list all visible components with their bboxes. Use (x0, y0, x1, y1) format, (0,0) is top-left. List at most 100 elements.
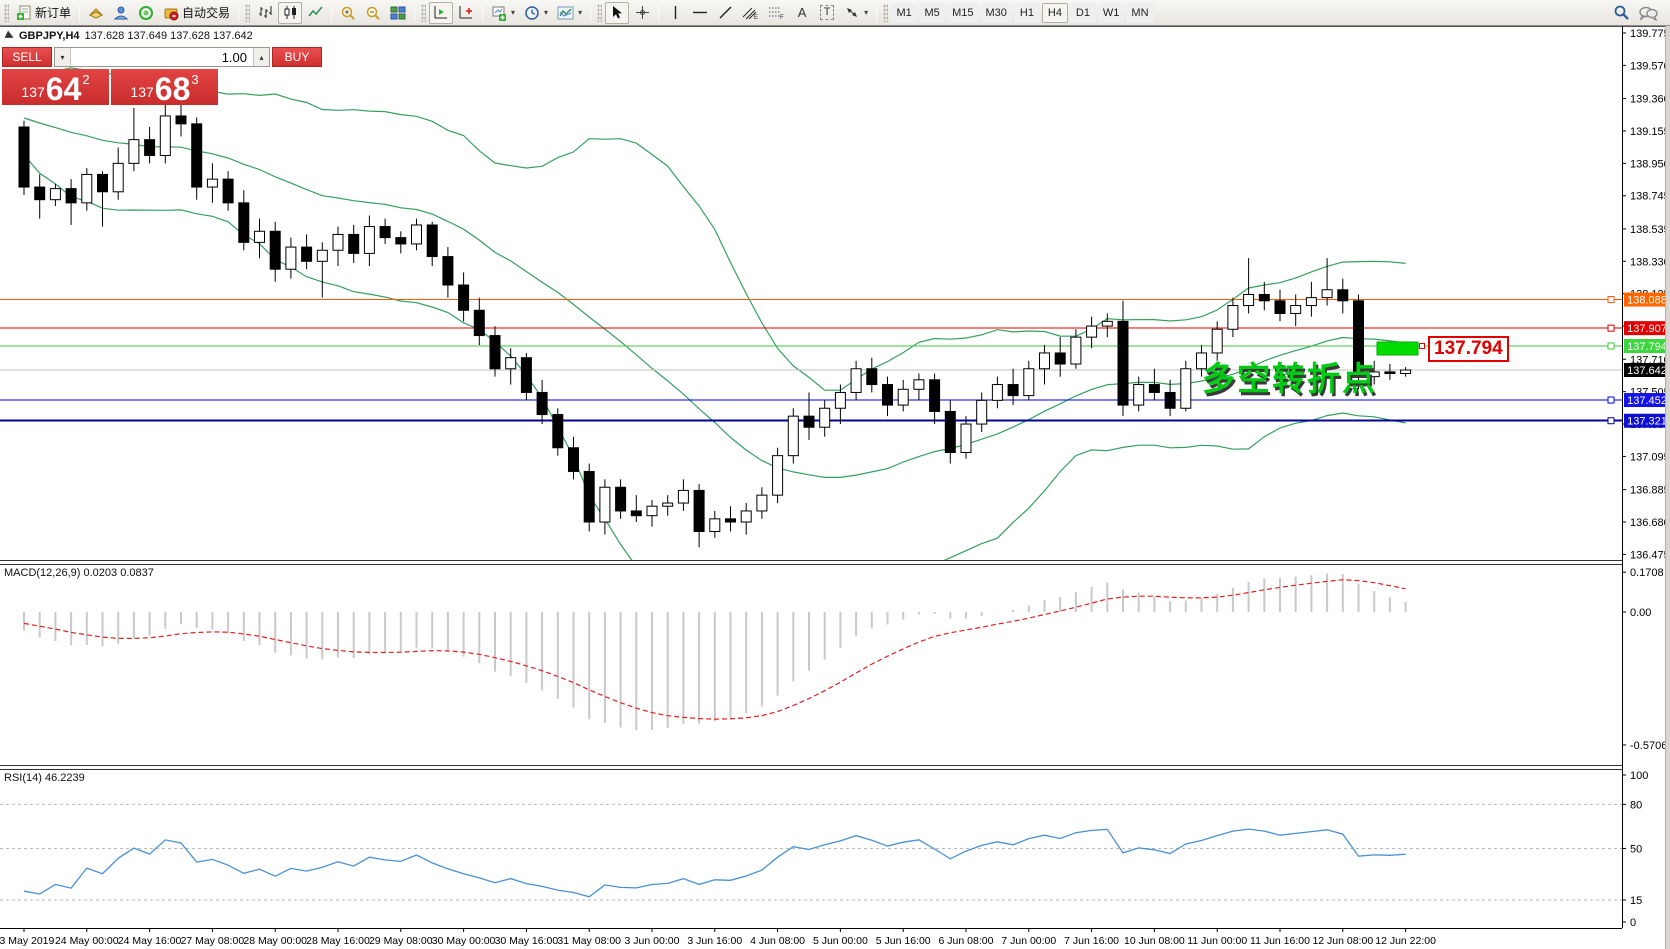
indicators-button[interactable]: ▾ (553, 2, 586, 24)
ohlc-values: 137.628 137.649 137.628 137.642 (84, 30, 253, 42)
svg-text:137.095: 137.095 (1630, 451, 1670, 463)
toolbar-grip[interactable] (597, 3, 603, 22)
chart-text-annotation[interactable]: 多空转折点 (1202, 359, 1377, 398)
price-callout-label[interactable]: 137.794 (1428, 336, 1509, 362)
chart-canvas[interactable]: 139.775 139.570 139.360 139.155 138.950 138.7… (0, 26, 1670, 949)
line-chart-icon (307, 6, 323, 17)
svg-text:11 Jun 16:00: 11 Jun 16:00 (1250, 935, 1310, 947)
navigator-button[interactable] (134, 2, 158, 24)
pane-frames (0, 26, 1670, 929)
search-icon[interactable] (1613, 4, 1630, 21)
macd-value-1: 0.0203 (83, 567, 118, 579)
svg-text:138.950: 138.950 (1630, 158, 1670, 170)
svg-text:30 May 16:00: 30 May 16:00 (495, 935, 559, 947)
new-order-icon (17, 5, 31, 20)
dropdown-caret: ▾ (511, 8, 516, 17)
timeframe-button-h4[interactable]: H4 (1041, 2, 1068, 23)
macd-label: MACD(12,26,9) 0.0203 0.0837 (4, 567, 154, 579)
tile-windows-button[interactable] (386, 2, 410, 24)
horizontal-line-tool-button[interactable] (688, 2, 712, 24)
svg-text:138.088: 138.088 (1627, 295, 1667, 307)
sell-price-panel[interactable]: 137 64 2 (2, 69, 109, 105)
market-watch-button[interactable] (84, 2, 108, 24)
timeframe-button-w1[interactable]: W1 (1097, 2, 1125, 23)
hline-handle[interactable] (1607, 417, 1615, 425)
buy-price-pip: 3 (191, 72, 199, 87)
buy-button[interactable]: BUY (272, 47, 322, 67)
hline-handle[interactable] (1607, 296, 1615, 304)
crosshair-tool-button[interactable] (630, 2, 654, 24)
macd-pane (23, 573, 1407, 731)
profiles-button[interactable]: ▾ (520, 2, 552, 24)
auto-scroll-button[interactable] (454, 2, 478, 24)
svg-text:31 May 08:00: 31 May 08:00 (557, 935, 621, 947)
crosshair-icon (635, 6, 649, 19)
toolbar-grip[interactable] (245, 3, 251, 22)
timeframe-button-m5[interactable]: M5 (919, 2, 946, 23)
price-axis[interactable]: 139.775 139.570 139.360 139.155 138.950 138.7… (1622, 28, 1670, 561)
volume-decrease-button[interactable]: ▾ (55, 48, 71, 66)
new-order-button[interactable]: 新订单 (12, 2, 75, 24)
svg-text:138.535: 138.535 (1630, 224, 1670, 236)
sell-price-big: 64 (45, 71, 82, 107)
timeframe-button-m15[interactable]: M15 (947, 2, 979, 23)
arrows-tool-button[interactable]: ▾ (840, 2, 872, 24)
volume-increase-button[interactable]: ▴ (253, 48, 269, 66)
toolbar-grip[interactable] (883, 3, 889, 22)
callout-handle[interactable] (1419, 343, 1425, 349)
line-chart-mode-button[interactable] (303, 2, 327, 24)
svg-text:50: 50 (1630, 844, 1642, 856)
macd-value-2: 0.0837 (120, 567, 154, 579)
hline-handle[interactable] (1607, 324, 1615, 332)
fibonacci-tool-button[interactable]: F (764, 2, 789, 24)
bar-chart-mode-button[interactable] (253, 2, 277, 24)
text-label-tool-button[interactable]: T (815, 2, 839, 24)
toolbar-grip[interactable] (4, 3, 9, 22)
data-window-button[interactable] (109, 2, 133, 24)
svg-text:6 Jun 08:00: 6 Jun 08:00 (939, 935, 994, 947)
chat-icon[interactable] (1638, 5, 1658, 21)
svg-text:12 Jun 08:00: 12 Jun 08:00 (1312, 935, 1373, 947)
equidistant-channel-icon: E (742, 7, 758, 20)
hline-handle[interactable] (1607, 342, 1615, 350)
svg-text:12 Jun 22:00: 12 Jun 22:00 (1375, 935, 1436, 947)
highlight-rectangle[interactable] (1376, 341, 1419, 356)
zoom-in-button[interactable] (336, 2, 360, 24)
svg-text:138.330: 138.330 (1630, 256, 1670, 268)
timeframe-button-m30[interactable]: M30 (980, 2, 1012, 23)
svg-text:5 Jun 16:00: 5 Jun 16:00 (876, 935, 931, 947)
vertical-line-icon (674, 6, 676, 19)
timeframe-button-m1[interactable]: M1 (891, 2, 918, 23)
trendline-icon (719, 6, 732, 19)
autotrading-icon (164, 8, 179, 20)
text-tool-icon: A (797, 5, 807, 20)
volume-input[interactable] (71, 48, 253, 66)
timeframe-button-mn[interactable]: MN (1126, 2, 1154, 23)
text-tool-button[interactable]: A (790, 2, 814, 24)
chart-shift-icon (434, 6, 448, 19)
svg-text:4 Jun 08:00: 4 Jun 08:00 (750, 935, 805, 947)
channel-tool-button[interactable]: E (738, 2, 763, 24)
timeframe-button-d1[interactable]: D1 (1069, 2, 1096, 23)
toolbar-grip[interactable] (421, 3, 427, 22)
cursor-tool-button[interactable] (605, 1, 630, 24)
new-order-label: 新订单 (35, 6, 72, 20)
symbol-label: GBPJPY,H4 (19, 30, 80, 42)
zoom-out-button[interactable] (361, 2, 385, 24)
window-edge-strip (1665, 26, 1670, 949)
timeframe-button-h1[interactable]: H1 (1013, 2, 1040, 23)
vertical-line-tool-button[interactable] (663, 2, 687, 24)
sell-button[interactable]: SELL (2, 47, 52, 67)
horizontal-lines[interactable] (0, 299, 1622, 422)
chart-shift-button[interactable] (429, 1, 454, 24)
svg-text:137.642: 137.642 (1627, 365, 1667, 377)
svg-text:7 Jun 16:00: 7 Jun 16:00 (1064, 935, 1119, 947)
buy-price-panel[interactable]: 137 68 3 (111, 69, 218, 105)
candle-chart-mode-button[interactable] (278, 1, 303, 24)
new-chart-button[interactable]: ▾ (487, 2, 519, 24)
svg-text:3 Jun 16:00: 3 Jun 16:00 (687, 935, 742, 947)
hline-handle[interactable] (1607, 396, 1615, 404)
trendline-tool-button[interactable] (713, 2, 737, 24)
autotrading-button[interactable]: 自动交易 (159, 2, 234, 24)
